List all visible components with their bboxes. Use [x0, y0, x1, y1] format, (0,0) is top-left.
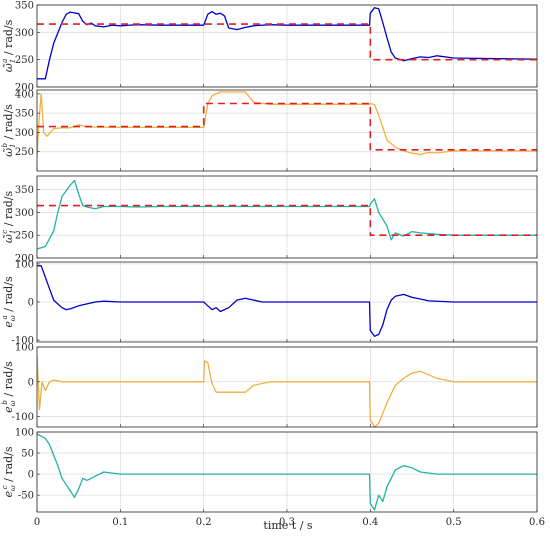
- y-label-superscript: b: [1, 400, 9, 405]
- y-label-superscript: c: [1, 230, 9, 234]
- y-label-unit: / rad/s: [2, 19, 15, 58]
- y-label-superscript: c: [1, 485, 9, 489]
- x-axis-label: time t / s: [263, 519, 312, 532]
- grid-lines: [36, 431, 538, 512]
- subplot-4: -100 0 100 eωa / rad/s: [1, 259, 538, 347]
- y-label-symbol: e: [2, 406, 15, 413]
- grid-lines: [36, 176, 538, 259]
- x-tick-label: 0: [34, 517, 40, 528]
- y-tick-label: 100: [15, 259, 34, 270]
- y-tick-label: 300: [15, 208, 34, 219]
- subplot-2: 250 300 350 400 ω̃1b / rad/s: [1, 89, 538, 172]
- y-tick-label: 200: [15, 254, 34, 265]
- y-tick-label: 350: [15, 1, 34, 12]
- y-tick-label: 350: [15, 185, 34, 196]
- reference-line: [37, 23, 537, 61]
- y-label-superscript: b: [1, 142, 9, 147]
- y-label-subscript: ω: [9, 400, 17, 406]
- y-label-subscript: 1: [9, 230, 17, 234]
- y-label-symbol: ω̃: [2, 234, 15, 243]
- y-tick-label: 250: [15, 55, 34, 66]
- y-axis-label: eωb / rad/s: [1, 361, 17, 413]
- y-axis-label: eωa / rad/s: [1, 276, 17, 328]
- y-tick-label: 200: [15, 83, 34, 94]
- y-label-unit: / rad/s: [2, 104, 15, 143]
- y-label-unit: / rad/s: [2, 446, 15, 485]
- y-label-unit: / rad/s: [2, 361, 15, 400]
- series-line-1: [37, 179, 537, 250]
- series-line-1: [37, 265, 537, 337]
- x-tick-label: 0.4: [362, 517, 378, 528]
- y-label-unit: / rad/s: [2, 191, 15, 230]
- y-tick-label: 350: [15, 109, 34, 120]
- x-tick-label: 0.3: [279, 517, 295, 528]
- y-tick-label: -100: [12, 412, 34, 423]
- reference-line: [37, 102, 537, 151]
- y-tick-label: -100: [12, 336, 34, 347]
- series-line-1: [37, 91, 537, 158]
- y-tick-label: 400: [15, 89, 34, 100]
- y-tick-label: 50: [21, 449, 34, 460]
- series-line-1: [37, 355, 537, 427]
- y-label-subscript: 1: [9, 59, 17, 63]
- y-tick-label: -50: [18, 491, 34, 502]
- subplot-1: 200 250 300 350 ω̃1a / rad/s: [1, 1, 538, 94]
- series-line-1: [37, 433, 537, 511]
- y-tick-label: 0: [28, 470, 34, 481]
- y-label-symbol: ω̃: [2, 148, 15, 157]
- y-label-subscript: ω: [9, 485, 17, 491]
- y-label-superscript: a: [1, 315, 9, 319]
- y-axis-label: ω̃1c / rad/s: [1, 191, 17, 244]
- x-tick-label: 0.5: [446, 517, 462, 528]
- y-label-unit: / rad/s: [2, 276, 15, 315]
- y-label-symbol: ω̃: [2, 63, 15, 72]
- y-tick-label: 100: [15, 343, 34, 354]
- x-tick-label: 0.6: [529, 517, 545, 528]
- y-axis-label: ω̃1a / rad/s: [1, 19, 17, 72]
- y-label-symbol: e: [2, 491, 15, 498]
- y-tick-label: 250: [15, 147, 34, 158]
- y-tick-label: 100: [15, 428, 34, 439]
- grid-lines: [36, 4, 538, 88]
- y-tick-label: 0: [28, 298, 34, 309]
- y-tick-label: 250: [15, 231, 34, 242]
- y-axis-label: eωc / rad/s: [1, 446, 17, 497]
- y-label-superscript: a: [1, 59, 9, 63]
- reference-line: [37, 204, 537, 236]
- y-axis-label: ω̃1b / rad/s: [1, 104, 17, 157]
- y-label-symbol: e: [2, 321, 15, 328]
- grid-lines: [36, 346, 538, 427]
- subplot-5: -100 0 100 eωb / rad/s: [1, 343, 538, 428]
- grid-lines: [36, 90, 538, 171]
- y-tick-label: 300: [15, 128, 34, 139]
- y-tick-label: 300: [15, 28, 34, 39]
- x-tick-labels: 0 0.1 0.2 0.3 0.4 0.5 0.6: [34, 517, 545, 528]
- y-tick-label: 0: [28, 377, 34, 388]
- x-tick-label: 0.2: [196, 517, 212, 528]
- subplot-6: -50 0 50 100 eωc / rad/s: [1, 428, 538, 513]
- x-tick-label: 0.1: [112, 517, 128, 528]
- y-label-subscript: 1: [9, 143, 17, 147]
- y-label-subscript: ω: [9, 315, 17, 321]
